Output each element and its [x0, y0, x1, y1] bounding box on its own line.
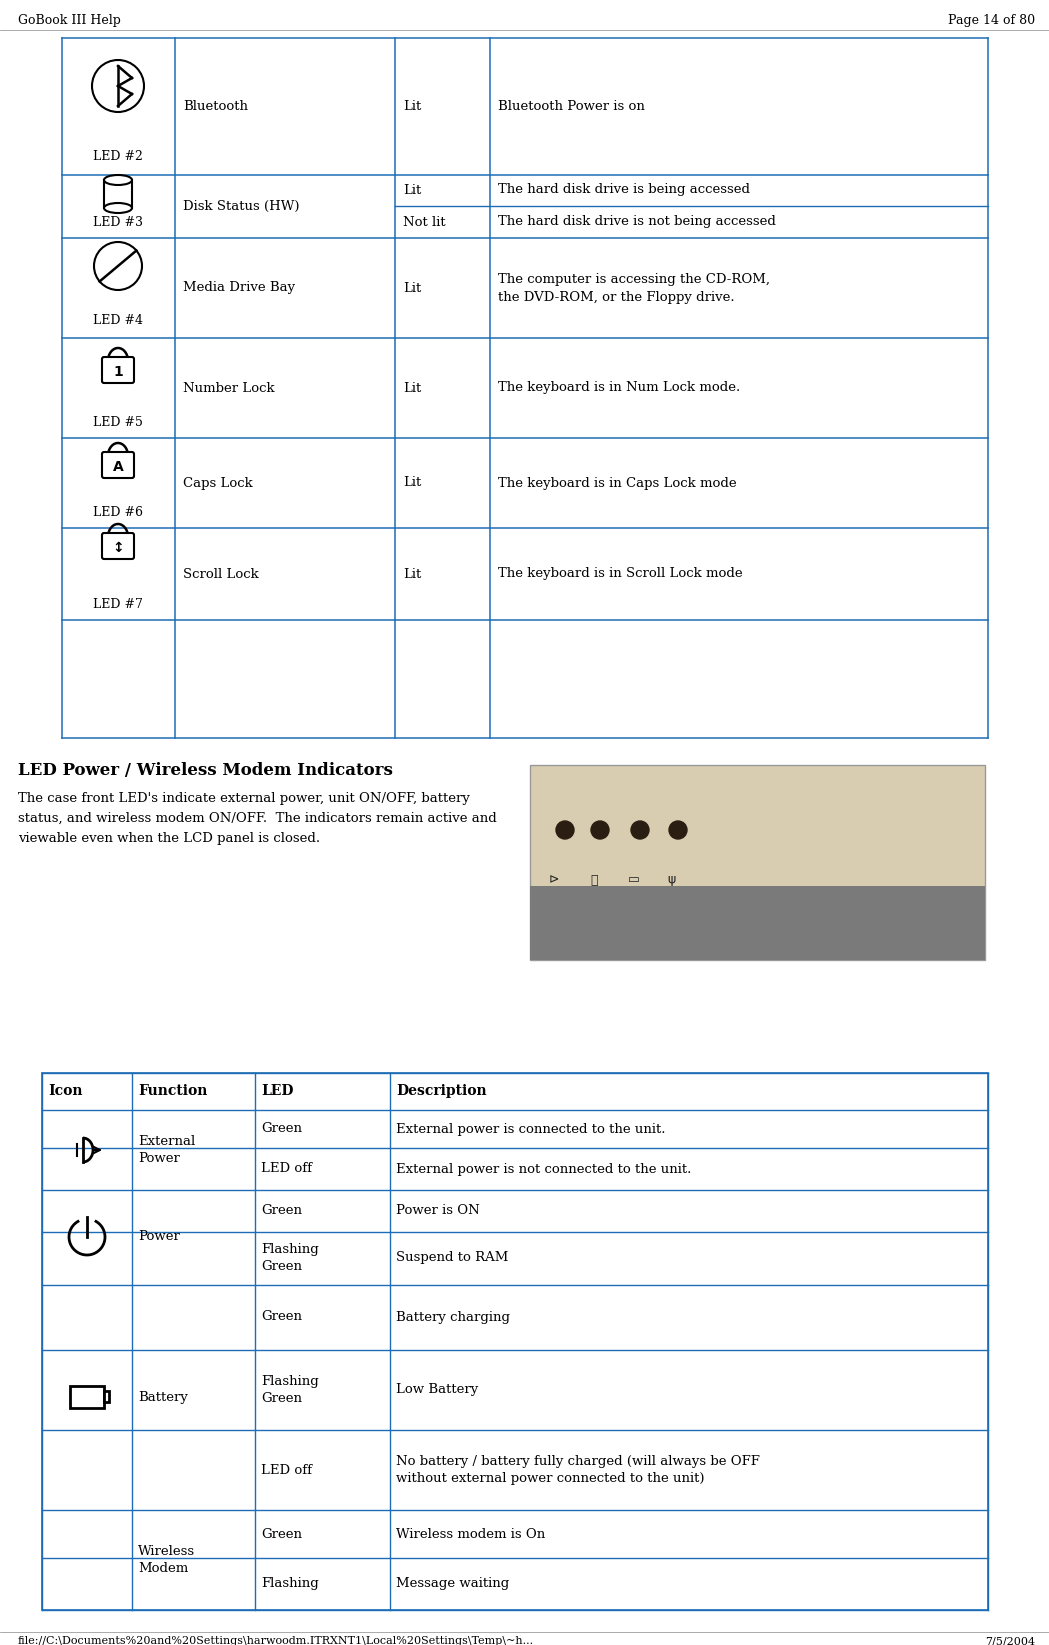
Text: The keyboard is in Caps Lock mode: The keyboard is in Caps Lock mode	[498, 477, 736, 490]
Text: The hard disk drive is being accessed: The hard disk drive is being accessed	[498, 184, 750, 196]
Text: file://C:\Documents%20and%20Settings\harwoodm.ITRXNT1\Local%20Settings\Temp\~h..: file://C:\Documents%20and%20Settings\har…	[18, 1637, 534, 1645]
Text: Bluetooth: Bluetooth	[183, 99, 248, 112]
Text: Lit: Lit	[403, 568, 422, 581]
Text: The computer is accessing the CD-ROM,
the DVD-ROM, or the Floppy drive.: The computer is accessing the CD-ROM, th…	[498, 273, 770, 303]
Text: Green: Green	[261, 1311, 302, 1324]
Circle shape	[92, 59, 144, 112]
FancyBboxPatch shape	[102, 452, 134, 479]
Text: GoBook III Help: GoBook III Help	[18, 15, 121, 26]
Text: LED #5: LED #5	[93, 416, 143, 428]
Text: LED #2: LED #2	[93, 150, 143, 163]
Text: Lit: Lit	[403, 477, 422, 490]
Text: Function: Function	[138, 1084, 208, 1097]
FancyBboxPatch shape	[102, 357, 134, 383]
Text: Suspend to RAM: Suspend to RAM	[397, 1252, 509, 1265]
Text: ψ: ψ	[668, 873, 677, 887]
Text: Power: Power	[138, 1230, 179, 1244]
Text: LED #6: LED #6	[93, 505, 143, 518]
Circle shape	[631, 821, 649, 839]
Text: Green: Green	[261, 1122, 302, 1135]
Text: Description: Description	[397, 1084, 487, 1097]
Bar	[70, 1387, 104, 1408]
Text: Flashing: Flashing	[261, 1578, 319, 1591]
Text: Low Battery: Low Battery	[397, 1383, 478, 1397]
Text: The keyboard is in Num Lock mode.: The keyboard is in Num Lock mode.	[498, 382, 741, 395]
Text: External power is not connected to the unit.: External power is not connected to the u…	[397, 1163, 691, 1176]
Text: Flashing
Green: Flashing Green	[261, 1375, 319, 1405]
Text: Not lit: Not lit	[403, 215, 446, 229]
Circle shape	[669, 821, 687, 839]
Text: LED off: LED off	[261, 1163, 312, 1176]
Ellipse shape	[104, 174, 132, 184]
FancyBboxPatch shape	[102, 533, 134, 559]
Text: viewable even when the LCD panel is closed.: viewable even when the LCD panel is clos…	[18, 832, 320, 846]
Circle shape	[556, 821, 574, 839]
Text: The keyboard is in Scroll Lock mode: The keyboard is in Scroll Lock mode	[498, 568, 743, 581]
Circle shape	[94, 242, 142, 290]
Text: External
Power: External Power	[138, 1135, 195, 1165]
Text: LED Power / Wireless Modem Indicators: LED Power / Wireless Modem Indicators	[18, 762, 393, 780]
Text: LED off: LED off	[261, 1464, 312, 1477]
Text: Icon: Icon	[48, 1084, 83, 1097]
Text: Flashing
Green: Flashing Green	[261, 1244, 319, 1273]
Text: ⊳: ⊳	[549, 873, 559, 887]
Text: Scroll Lock: Scroll Lock	[183, 568, 259, 581]
Text: Power is ON: Power is ON	[397, 1204, 479, 1217]
Bar	[104, 1392, 109, 1402]
Bar	[530, 765, 985, 961]
Text: ▭: ▭	[628, 873, 640, 887]
Text: ⏻: ⏻	[591, 873, 598, 887]
Text: Lit: Lit	[403, 281, 422, 294]
Text: The hard disk drive is not being accessed: The hard disk drive is not being accesse…	[498, 215, 776, 229]
Text: Number Lock: Number Lock	[183, 382, 275, 395]
Text: Page 14 of 80: Page 14 of 80	[948, 15, 1035, 26]
Bar	[42, 1073, 988, 1610]
Text: ↕: ↕	[112, 541, 124, 554]
Text: Green: Green	[261, 1204, 302, 1217]
Text: Green: Green	[261, 1528, 302, 1540]
Text: Bluetooth Power is on: Bluetooth Power is on	[498, 99, 645, 112]
Text: status, and wireless modem ON/OFF.  The indicators remain active and: status, and wireless modem ON/OFF. The i…	[18, 813, 497, 826]
Text: External power is connected to the unit.: External power is connected to the unit.	[397, 1122, 665, 1135]
Text: 7/5/2004: 7/5/2004	[985, 1637, 1035, 1645]
Text: Battery: Battery	[138, 1390, 188, 1403]
Text: LED #3: LED #3	[93, 215, 143, 229]
Text: Battery charging: Battery charging	[397, 1311, 510, 1324]
Text: Disk Status (HW): Disk Status (HW)	[183, 199, 300, 212]
Text: No battery / battery fully charged (will always be OFF
without external power co: No battery / battery fully charged (will…	[397, 1454, 759, 1485]
Text: LED #7: LED #7	[93, 597, 143, 610]
Text: Lit: Lit	[403, 99, 422, 112]
Text: LED #4: LED #4	[93, 314, 143, 326]
Text: Media Drive Bay: Media Drive Bay	[183, 281, 295, 294]
Text: Lit: Lit	[403, 382, 422, 395]
Bar	[530, 887, 985, 961]
Text: Caps Lock: Caps Lock	[183, 477, 253, 490]
Circle shape	[591, 821, 609, 839]
Text: LED: LED	[261, 1084, 294, 1097]
Text: Lit: Lit	[403, 184, 422, 196]
Ellipse shape	[104, 202, 132, 212]
Text: The case front LED's indicate external power, unit ON/OFF, battery: The case front LED's indicate external p…	[18, 791, 470, 804]
Bar	[104, 179, 132, 207]
Text: Wireless
Modem: Wireless Modem	[138, 1545, 195, 1574]
Text: A: A	[112, 461, 124, 474]
Text: Wireless modem is On: Wireless modem is On	[397, 1528, 545, 1540]
Text: 1: 1	[113, 365, 123, 378]
Text: Message waiting: Message waiting	[397, 1578, 509, 1591]
